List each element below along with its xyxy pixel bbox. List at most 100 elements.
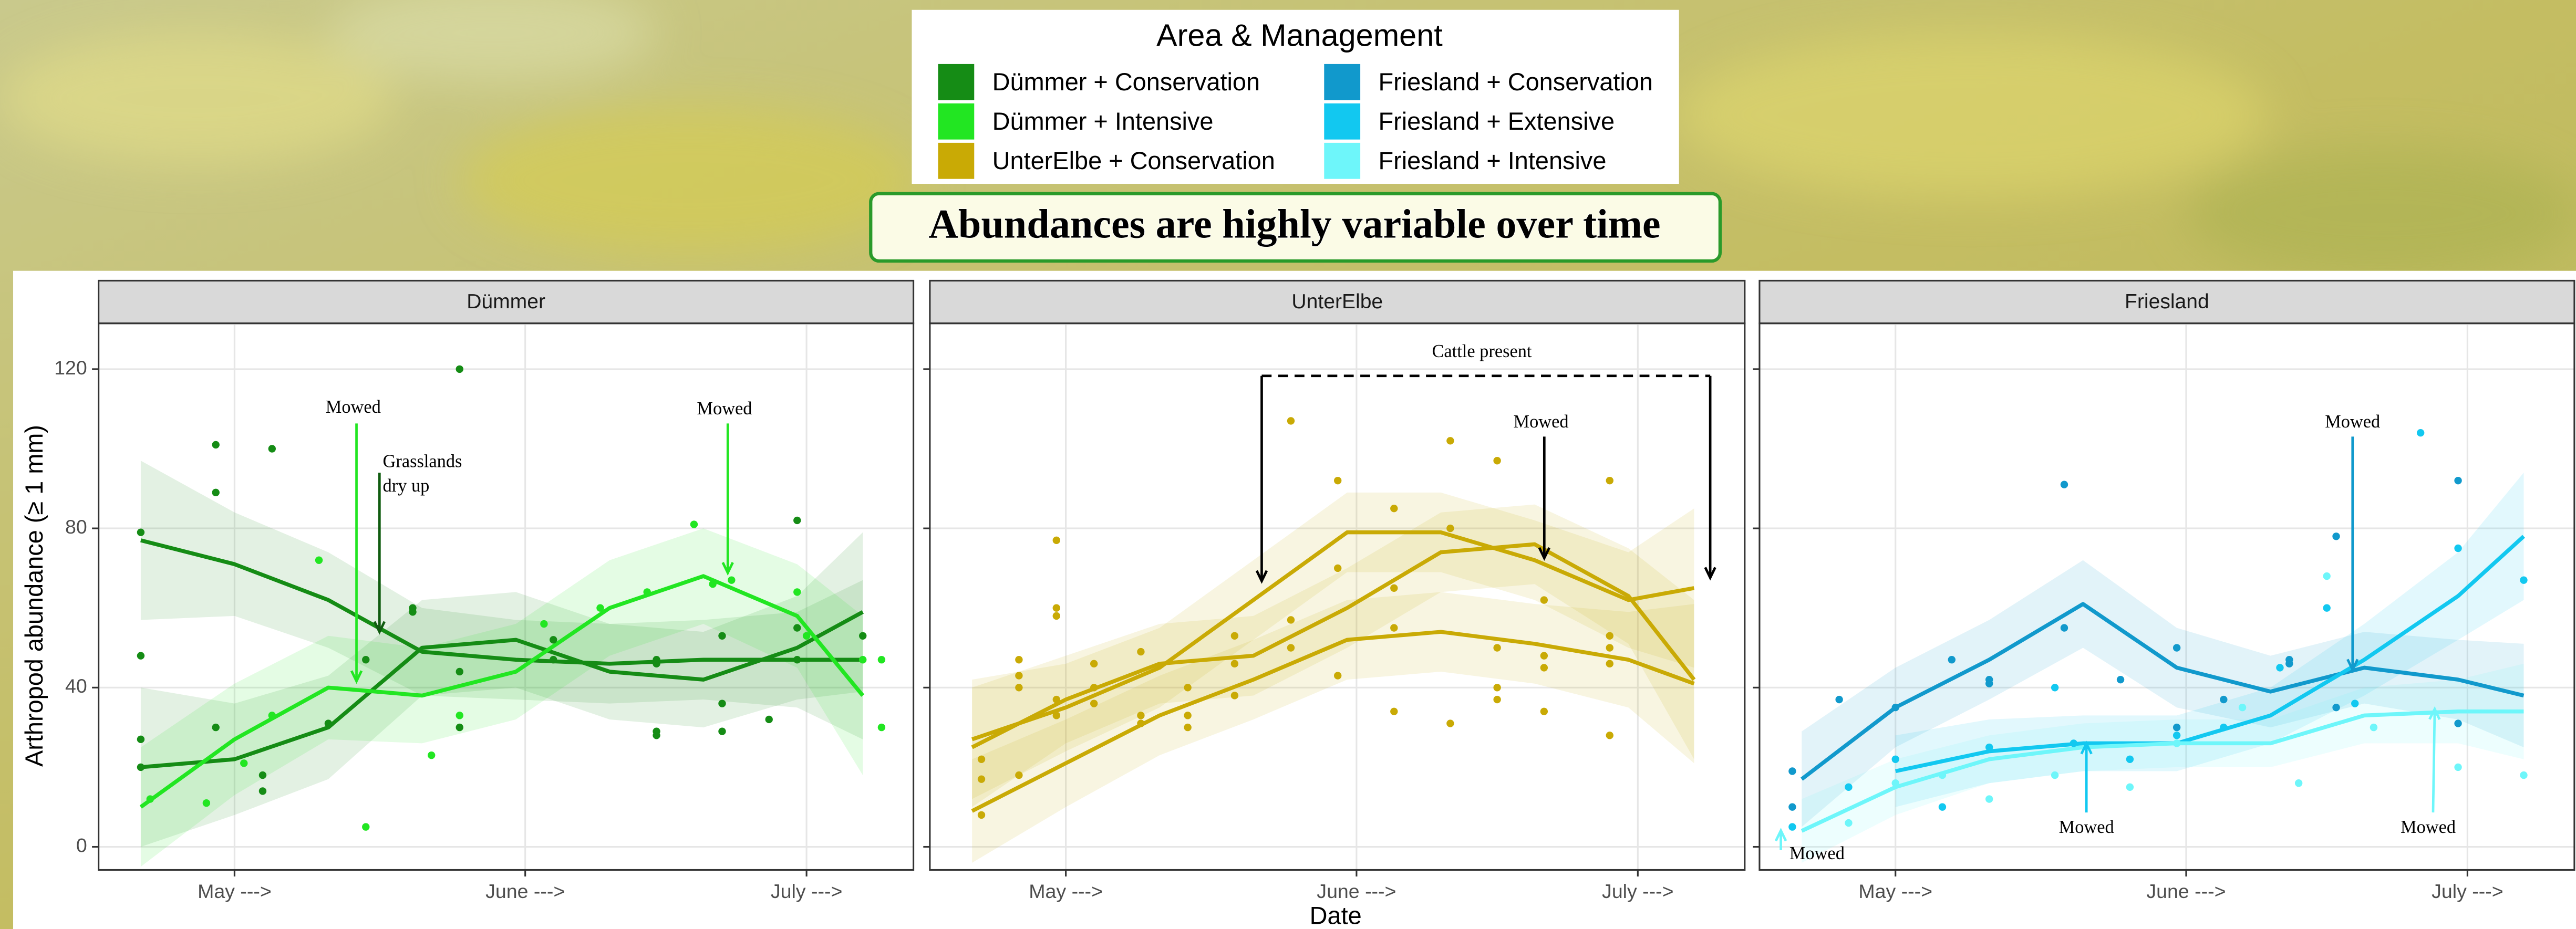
data-point xyxy=(456,365,463,373)
data-point xyxy=(1835,695,1843,704)
data-point xyxy=(1390,505,1398,513)
data-point xyxy=(596,604,604,612)
data-point xyxy=(1845,819,1853,827)
data-point xyxy=(137,652,145,660)
data-point xyxy=(2285,660,2293,668)
data-point xyxy=(2116,675,2125,684)
data-point xyxy=(718,727,726,735)
y-tick-label: 40 xyxy=(65,675,87,697)
data-point xyxy=(1540,596,1548,604)
data-point xyxy=(1446,524,1454,533)
data-point xyxy=(362,656,370,664)
data-point xyxy=(1334,564,1342,572)
strip xyxy=(929,279,1746,325)
data-point xyxy=(709,580,717,588)
data-point xyxy=(1015,684,1023,692)
data-point xyxy=(550,656,557,664)
arrow-head xyxy=(2346,659,2359,673)
data-point xyxy=(1446,437,1454,445)
trend-line xyxy=(140,610,864,769)
data-point xyxy=(2294,779,2303,787)
data-point xyxy=(2332,704,2340,712)
data-point xyxy=(1184,712,1192,719)
data-point xyxy=(1948,656,1956,664)
confidence-band xyxy=(1895,472,2524,807)
data-point xyxy=(2172,644,2181,652)
data-point xyxy=(2370,723,2378,732)
data-point xyxy=(2332,533,2340,540)
data-point xyxy=(1493,695,1501,704)
data-point xyxy=(258,771,267,779)
y-axis-label: Arthropod abundance (≥ 1 mm) xyxy=(20,425,48,767)
data-point xyxy=(1788,803,1796,811)
data-point xyxy=(1606,644,1613,652)
data-point xyxy=(1788,767,1796,775)
arrow-head xyxy=(373,621,386,635)
y-tick-label: 80 xyxy=(65,516,87,538)
legend-swatch xyxy=(1324,64,1361,100)
data-point xyxy=(2520,771,2528,779)
data-point xyxy=(1493,684,1501,692)
data-point xyxy=(456,712,463,719)
data-point xyxy=(550,636,557,644)
data-point xyxy=(1788,823,1796,831)
arrow-head xyxy=(1255,570,1268,584)
data-point xyxy=(765,715,773,724)
data-point xyxy=(1606,660,1613,668)
data-point xyxy=(977,811,986,819)
data-point xyxy=(1938,803,1947,811)
arrow-head xyxy=(2428,706,2441,721)
data-point xyxy=(324,719,333,727)
data-point xyxy=(2220,723,2228,732)
data-point xyxy=(1184,723,1192,732)
data-point xyxy=(2060,481,2068,488)
data-point xyxy=(2323,604,2331,612)
data-point xyxy=(2060,624,2068,632)
data-point xyxy=(2172,739,2181,747)
data-point xyxy=(1891,704,1899,712)
data-point xyxy=(1230,692,1239,700)
data-point xyxy=(2454,763,2462,771)
data-point xyxy=(1052,695,1060,704)
data-point xyxy=(877,723,886,732)
x-tick-label: July ---> xyxy=(771,880,843,902)
annotation: Cattle present xyxy=(1432,341,1532,361)
data-point xyxy=(146,795,154,803)
data-point xyxy=(1446,719,1454,727)
confidence-band xyxy=(140,461,863,739)
background-texture xyxy=(0,0,2576,279)
data-point xyxy=(1334,476,1342,485)
confidence-band xyxy=(972,492,1694,799)
data-point xyxy=(137,528,145,536)
data-point xyxy=(1015,771,1023,779)
data-point xyxy=(2126,783,2134,791)
data-point xyxy=(1052,612,1060,620)
data-point xyxy=(1334,672,1342,680)
confidence-band xyxy=(972,592,1694,863)
data-point xyxy=(268,445,276,453)
arrow-head xyxy=(721,562,734,576)
data-point xyxy=(1390,707,1398,715)
data-point xyxy=(2454,476,2462,485)
data-point xyxy=(858,656,867,664)
strip xyxy=(98,279,915,325)
data-point xyxy=(137,763,145,771)
arrow-head xyxy=(2080,740,2093,755)
data-point xyxy=(2276,664,2284,672)
panel-frame xyxy=(98,322,915,871)
data-point xyxy=(2126,755,2134,763)
annotation: Mowed xyxy=(1789,843,1845,863)
annotation: Mowed xyxy=(2059,817,2114,837)
legend-title: Area & Management xyxy=(1156,18,1443,53)
x-axis-label: Date xyxy=(1310,902,1362,929)
legend-swatch xyxy=(938,142,975,179)
data-point xyxy=(1090,684,1098,692)
data-point xyxy=(2238,704,2247,712)
strip xyxy=(1758,279,2575,325)
x-tick-label: May ---> xyxy=(1029,880,1103,902)
data-point xyxy=(258,787,267,795)
annotation: Mowed xyxy=(1514,412,1569,432)
data-point xyxy=(1184,684,1192,692)
data-point xyxy=(2454,544,2462,552)
data-point xyxy=(1287,616,1295,624)
